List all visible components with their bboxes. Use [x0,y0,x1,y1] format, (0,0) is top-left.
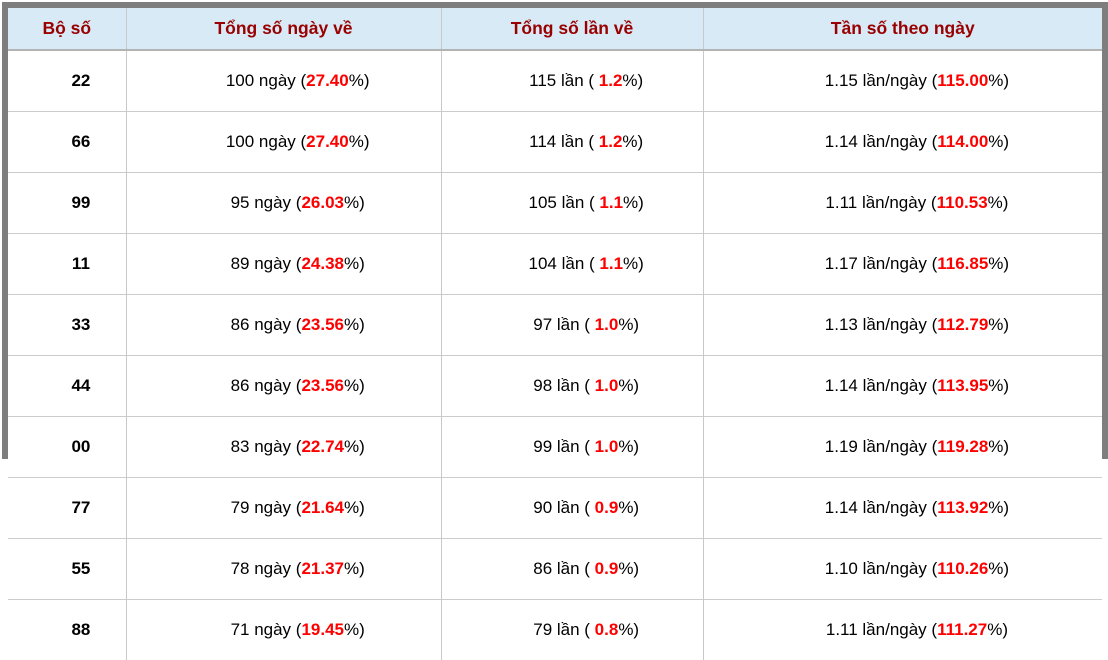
freq-percent: 113.95 [937,376,988,395]
freq-percent: 119.28 [937,437,988,456]
cell-days: 89 ngày (24.38%) [126,234,441,295]
pair-value: 55 [71,559,90,578]
days-percent: 23.56 [301,315,344,334]
freq-percent: 116.85 [937,254,988,273]
table-row: 99 95 ngày (26.03%) 105 lần ( 1.1%) 1.11… [8,173,1102,234]
times-percent: 1.2 [599,132,623,151]
times-percent: 1.1 [599,193,623,212]
times-percent: 0.8 [595,620,619,639]
cell-pair: 00 [8,417,126,478]
cell-pair: 88 [8,600,126,660]
cell-pair: 44 [8,356,126,417]
freq-percent: 110.53 [937,193,988,212]
cell-days: 100 ngày (27.40%) [126,50,441,112]
freq-percent: 114.00 [937,132,988,151]
table-row: 11 89 ngày (24.38%) 104 lần ( 1.1%) 1.17… [8,234,1102,295]
table-row: 00 83 ngày (22.74%) 99 lần ( 1.0%) 1.19 … [8,417,1102,478]
header-days: Tổng số ngày về [126,8,441,50]
times-percent: 1.0 [595,376,619,395]
times-percent: 0.9 [595,498,619,517]
days-percent: 19.45 [301,620,344,639]
header-times: Tổng số lần về [441,8,703,50]
freq-percent: 115.00 [937,71,988,90]
cell-pair: 77 [8,478,126,539]
times-percent: 1.0 [595,437,619,456]
cell-days: 86 ngày (23.56%) [126,356,441,417]
cell-days: 79 ngày (21.64%) [126,478,441,539]
lottery-stats-frame: Bộ số Tổng số ngày về Tổng số lần về Tần… [2,2,1108,459]
cell-freq: 1.11 lần/ngày (111.27%) [703,600,1102,660]
pair-value: 99 [71,193,90,212]
cell-pair: 11 [8,234,126,295]
cell-freq: 1.17 lần/ngày (116.85%) [703,234,1102,295]
cell-times: 79 lần ( 0.8%) [441,600,703,660]
pair-value: 44 [71,376,90,395]
times-percent: 1.0 [595,315,619,334]
table-row: 66 100 ngày (27.40%) 114 lần ( 1.2%) 1.1… [8,112,1102,173]
cell-days: 71 ngày (19.45%) [126,600,441,660]
days-percent: 27.40 [306,71,349,90]
pair-value: 88 [71,620,90,639]
cell-times: 104 lần ( 1.1%) [441,234,703,295]
times-percent: 0.9 [595,559,619,578]
cell-days: 83 ngày (22.74%) [126,417,441,478]
times-percent: 1.2 [599,71,623,90]
cell-days: 100 ngày (27.40%) [126,112,441,173]
cell-days: 95 ngày (26.03%) [126,173,441,234]
cell-days: 78 ngày (21.37%) [126,539,441,600]
pair-value: 22 [71,71,90,90]
freq-percent: 111.27 [937,620,987,639]
pair-value: 33 [71,315,90,334]
cell-freq: 1.11 lần/ngày (110.53%) [703,173,1102,234]
cell-freq: 1.19 lần/ngày (119.28%) [703,417,1102,478]
cell-pair: 33 [8,295,126,356]
cell-times: 115 lần ( 1.2%) [441,50,703,112]
lottery-stats-table: Bộ số Tổng số ngày về Tổng số lần về Tần… [8,8,1102,660]
days-percent: 26.03 [301,193,344,212]
freq-percent: 110.26 [937,559,988,578]
table-header: Bộ số Tổng số ngày về Tổng số lần về Tần… [8,8,1102,50]
table-row: 22 100 ngày (27.40%) 115 lần ( 1.2%) 1.1… [8,50,1102,112]
table-body: 22 100 ngày (27.40%) 115 lần ( 1.2%) 1.1… [8,50,1102,660]
days-percent: 22.74 [301,437,344,456]
cell-pair: 99 [8,173,126,234]
cell-freq: 1.10 lần/ngày (110.26%) [703,539,1102,600]
days-percent: 23.56 [301,376,344,395]
days-percent: 27.40 [306,132,349,151]
freq-percent: 112.79 [937,315,988,334]
table-row: 88 71 ngày (19.45%) 79 lần ( 0.8%) 1.11 … [8,600,1102,660]
cell-times: 86 lần ( 0.9%) [441,539,703,600]
table-row: 33 86 ngày (23.56%) 97 lần ( 1.0%) 1.13 … [8,295,1102,356]
cell-times: 98 lần ( 1.0%) [441,356,703,417]
cell-freq: 1.14 lần/ngày (113.95%) [703,356,1102,417]
cell-times: 114 lần ( 1.2%) [441,112,703,173]
pair-value: 77 [71,498,90,517]
cell-times: 105 lần ( 1.1%) [441,173,703,234]
header-pair: Bộ số [8,8,126,50]
cell-freq: 1.13 lần/ngày (112.79%) [703,295,1102,356]
pair-value: 11 [72,254,90,273]
table-row: 55 78 ngày (21.37%) 86 lần ( 0.9%) 1.10 … [8,539,1102,600]
cell-pair: 55 [8,539,126,600]
table-row: 44 86 ngày (23.56%) 98 lần ( 1.0%) 1.14 … [8,356,1102,417]
cell-days: 86 ngày (23.56%) [126,295,441,356]
cell-freq: 1.14 lần/ngày (113.92%) [703,478,1102,539]
pair-value: 66 [71,132,90,151]
days-percent: 21.64 [301,498,344,517]
cell-freq: 1.14 lần/ngày (114.00%) [703,112,1102,173]
cell-pair: 66 [8,112,126,173]
cell-pair: 22 [8,50,126,112]
freq-percent: 113.92 [937,498,988,517]
cell-times: 97 lần ( 1.0%) [441,295,703,356]
days-percent: 21.37 [301,559,344,578]
days-percent: 24.38 [301,254,344,273]
table-row: 77 79 ngày (21.64%) 90 lần ( 0.9%) 1.14 … [8,478,1102,539]
cell-freq: 1.15 lần/ngày (115.00%) [703,50,1102,112]
cell-times: 90 lần ( 0.9%) [441,478,703,539]
cell-times: 99 lần ( 1.0%) [441,417,703,478]
pair-value: 00 [71,437,90,456]
header-freq: Tần số theo ngày [703,8,1102,50]
times-percent: 1.1 [599,254,623,273]
